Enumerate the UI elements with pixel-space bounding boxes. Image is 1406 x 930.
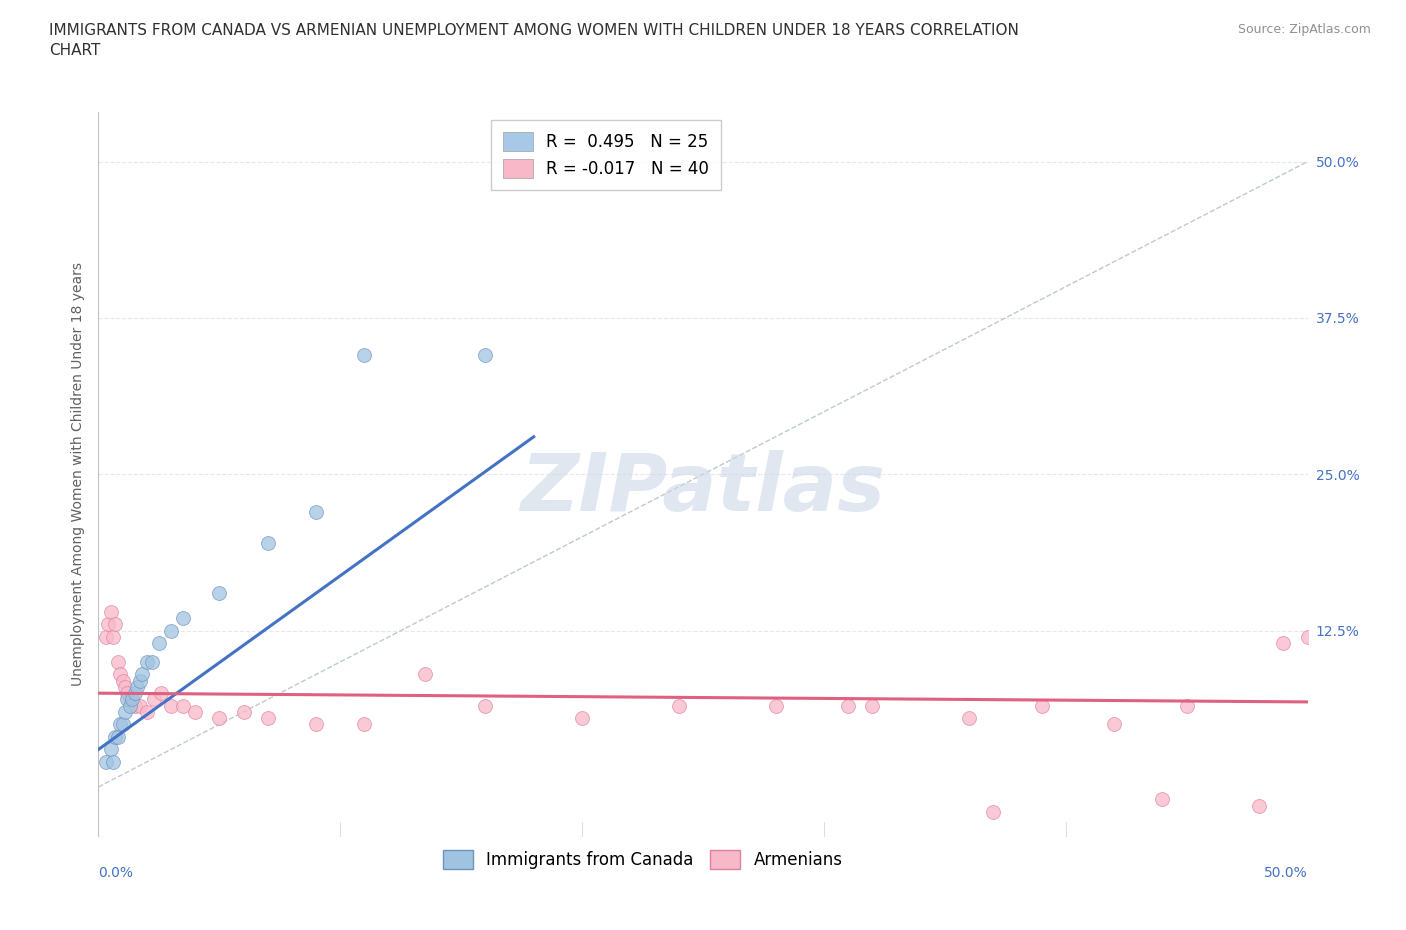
Point [117, 692, 139, 707]
Point [94, 754, 117, 769]
Point [1102, 717, 1125, 732]
Point [353, 717, 375, 732]
Point [353, 348, 375, 363]
Point [232, 705, 254, 720]
Point [256, 711, 278, 725]
Point [135, 705, 157, 720]
Point [184, 705, 207, 720]
Point [160, 698, 183, 713]
Point [111, 717, 134, 732]
Point [1272, 636, 1295, 651]
Point [208, 586, 231, 601]
Point [100, 604, 122, 619]
Point [127, 680, 149, 695]
Point [131, 667, 153, 682]
Point [474, 698, 496, 713]
Point [108, 717, 131, 732]
Point [135, 655, 157, 670]
Point [94, 630, 117, 644]
Point [474, 348, 496, 363]
Point [1031, 698, 1053, 713]
Legend: Immigrants from Canada, Armenians: Immigrants from Canada, Armenians [436, 844, 849, 876]
Point [114, 705, 136, 720]
Point [172, 698, 194, 713]
Point [124, 698, 146, 713]
Point [104, 729, 127, 744]
Point [957, 711, 980, 725]
Point [668, 698, 690, 713]
Point [1175, 698, 1198, 713]
Point [256, 536, 278, 551]
Point [100, 742, 122, 757]
Point [571, 711, 593, 725]
Point [101, 630, 124, 644]
Point [107, 729, 129, 744]
Text: 50.0%: 50.0% [1264, 866, 1308, 880]
Point [101, 754, 124, 769]
Point [208, 711, 231, 725]
Point [1152, 792, 1174, 807]
Point [765, 698, 787, 713]
Point [860, 698, 883, 713]
Point [124, 685, 146, 700]
Point [413, 667, 436, 682]
Point [128, 698, 150, 713]
Point [128, 673, 150, 688]
Point [148, 636, 170, 651]
Point [305, 504, 328, 519]
Point [114, 680, 136, 695]
Point [172, 611, 194, 626]
Point [305, 717, 328, 732]
Y-axis label: Unemployment Among Women with Children Under 18 years: Unemployment Among Women with Children U… [70, 262, 84, 686]
Point [108, 667, 131, 682]
Point [117, 685, 139, 700]
Text: 0.0%: 0.0% [98, 866, 134, 880]
Point [981, 804, 1004, 819]
Point [141, 655, 163, 670]
Point [121, 692, 143, 707]
Text: ZIPatlas: ZIPatlas [520, 450, 886, 528]
Point [837, 698, 859, 713]
Point [1249, 798, 1271, 813]
Point [97, 617, 120, 631]
Point [1296, 630, 1319, 644]
Text: Source: ZipAtlas.com: Source: ZipAtlas.com [1237, 23, 1371, 36]
Point [143, 692, 166, 707]
Point [118, 698, 141, 713]
Point [118, 692, 141, 707]
Point [111, 673, 134, 688]
Point [150, 685, 173, 700]
Text: IMMIGRANTS FROM CANADA VS ARMENIAN UNEMPLOYMENT AMONG WOMEN WITH CHILDREN UNDER : IMMIGRANTS FROM CANADA VS ARMENIAN UNEMP… [49, 23, 1019, 58]
Point [107, 655, 129, 670]
Point [104, 617, 127, 631]
Point [160, 623, 183, 638]
